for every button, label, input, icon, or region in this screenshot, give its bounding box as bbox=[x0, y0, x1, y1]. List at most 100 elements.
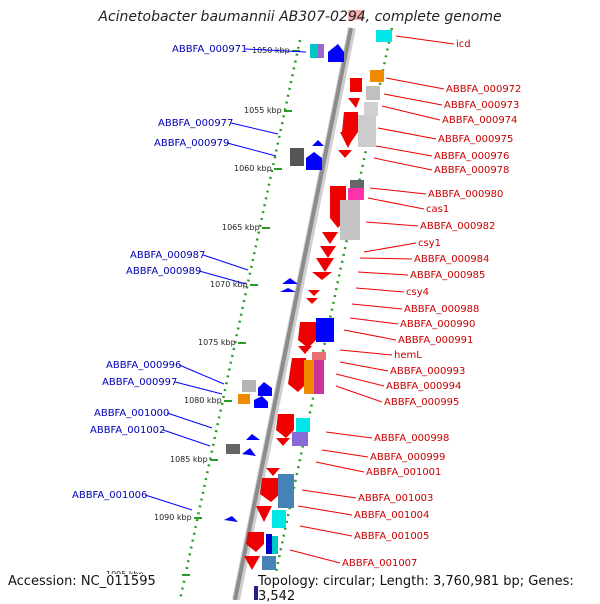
gene-label-reverse[interactable]: ABBFA_001004 bbox=[354, 510, 429, 521]
gene-feature[interactable] bbox=[316, 258, 334, 272]
gene-label-reverse[interactable]: ABBFA_000985 bbox=[410, 270, 485, 281]
gene-label-forward[interactable]: ABBFA_000997 bbox=[102, 377, 177, 388]
gene-feature[interactable] bbox=[280, 288, 296, 292]
gene-feature[interactable] bbox=[298, 322, 316, 348]
leader-line bbox=[339, 349, 393, 356]
gene-feature[interactable] bbox=[366, 86, 380, 100]
gene-feature[interactable] bbox=[370, 70, 384, 82]
gene-label-forward[interactable]: ABBFA_001006 bbox=[72, 490, 147, 501]
gene-feature[interactable] bbox=[266, 534, 272, 554]
gene-label-reverse[interactable]: ABBFA_000973 bbox=[444, 100, 519, 111]
gene-feature[interactable] bbox=[316, 318, 334, 342]
gene-feature[interactable] bbox=[276, 414, 294, 438]
gene-label-reverse[interactable]: ABBFA_000980 bbox=[428, 189, 503, 200]
gene-feature[interactable] bbox=[258, 382, 272, 396]
gene-label-forward[interactable]: ABBFA_001002 bbox=[90, 425, 165, 436]
gene-feature[interactable] bbox=[338, 150, 352, 158]
gene-feature[interactable] bbox=[322, 232, 338, 244]
gene-label-reverse[interactable]: csy4 bbox=[406, 287, 429, 298]
gene-feature[interactable] bbox=[272, 536, 278, 554]
gene-label-reverse[interactable]: ABBFA_000982 bbox=[420, 221, 495, 232]
gene-label-forward[interactable]: ABBFA_001000 bbox=[94, 408, 169, 419]
gene-feature[interactable] bbox=[266, 468, 280, 476]
gene-label-forward[interactable]: ABBFA_000987 bbox=[130, 250, 205, 261]
gene-feature[interactable] bbox=[246, 532, 264, 552]
gene-feature[interactable] bbox=[364, 102, 378, 116]
gene-feature[interactable] bbox=[328, 44, 344, 62]
gene-feature[interactable] bbox=[350, 180, 364, 188]
gene-label-reverse[interactable]: csy1 bbox=[418, 238, 441, 249]
gene-label-reverse[interactable]: ABBFA_001001 bbox=[366, 467, 441, 478]
gene-feature[interactable] bbox=[348, 98, 360, 108]
gene-label-reverse[interactable]: ABBFA_000984 bbox=[414, 254, 489, 265]
gene-label-reverse[interactable]: ABBFA_001007 bbox=[342, 558, 417, 569]
gene-feature[interactable] bbox=[348, 10, 364, 20]
gene-label-reverse[interactable]: ABBFA_000974 bbox=[442, 115, 517, 126]
gene-feature[interactable] bbox=[226, 444, 240, 454]
gene-feature[interactable] bbox=[314, 360, 324, 394]
gene-label-reverse[interactable]: ABBFA_000999 bbox=[370, 452, 445, 463]
gene-feature[interactable] bbox=[290, 148, 304, 166]
gene-feature[interactable] bbox=[242, 448, 256, 456]
gene-feature[interactable] bbox=[376, 30, 392, 42]
gene-feature[interactable] bbox=[306, 298, 318, 304]
gene-label-reverse[interactable]: ABBFA_000991 bbox=[398, 335, 473, 346]
gene-label-reverse[interactable]: ABBFA_000990 bbox=[400, 319, 475, 330]
gene-feature[interactable] bbox=[340, 200, 360, 240]
gene-label-forward[interactable]: ABBFA_000996 bbox=[106, 360, 181, 371]
gene-feature[interactable] bbox=[288, 358, 306, 392]
gene-feature[interactable] bbox=[260, 478, 280, 502]
gene-feature[interactable] bbox=[348, 188, 364, 200]
gene-feature[interactable] bbox=[312, 352, 326, 360]
accession-text: Accession: NC_011595 bbox=[8, 574, 156, 589]
gene-label-forward[interactable]: ABBFA_000971 bbox=[172, 44, 247, 55]
gene-feature[interactable] bbox=[256, 506, 272, 522]
gene-label-reverse[interactable]: ABBFA_000995 bbox=[384, 397, 459, 408]
leader-line bbox=[167, 412, 213, 429]
topology-text: Topology: circular; Length: 3,760,981 bp… bbox=[258, 574, 600, 604]
gene-feature[interactable] bbox=[244, 556, 260, 570]
gene-feature[interactable] bbox=[298, 346, 312, 354]
gene-label-reverse[interactable]: ABBFA_000994 bbox=[386, 381, 461, 392]
gene-label-forward[interactable]: ABBFA_000979 bbox=[154, 138, 229, 149]
gene-label-reverse[interactable]: ABBFA_000976 bbox=[434, 151, 509, 162]
gene-feature[interactable] bbox=[318, 44, 324, 58]
gene-label-reverse[interactable]: ABBFA_000998 bbox=[374, 433, 449, 444]
leader-line bbox=[351, 303, 403, 310]
gene-feature[interactable] bbox=[296, 418, 310, 432]
gene-feature[interactable] bbox=[310, 44, 318, 58]
gene-label-reverse[interactable]: cas1 bbox=[426, 204, 449, 215]
gene-label-forward[interactable]: ABBFA_000989 bbox=[126, 266, 201, 277]
gene-feature[interactable] bbox=[358, 115, 376, 147]
gene-label-reverse[interactable]: ABBFA_000975 bbox=[438, 134, 513, 145]
leader-line bbox=[349, 317, 399, 325]
gene-feature[interactable] bbox=[304, 360, 314, 394]
gene-feature[interactable] bbox=[308, 290, 320, 296]
gene-feature[interactable] bbox=[224, 516, 238, 522]
gene-label-reverse[interactable]: icd bbox=[456, 39, 471, 50]
gene-feature[interactable] bbox=[292, 432, 308, 446]
gene-feature[interactable] bbox=[272, 510, 286, 528]
gene-feature[interactable] bbox=[254, 396, 268, 408]
gene-feature[interactable] bbox=[246, 434, 260, 440]
gene-feature[interactable] bbox=[242, 380, 256, 392]
gene-label-reverse[interactable]: ABBFA_000993 bbox=[390, 366, 465, 377]
gene-feature[interactable] bbox=[312, 272, 332, 280]
gene-feature[interactable] bbox=[320, 246, 336, 258]
gene-feature[interactable] bbox=[282, 278, 298, 284]
gene-feature[interactable] bbox=[312, 140, 324, 146]
gene-feature[interactable] bbox=[306, 152, 322, 170]
gene-label-reverse[interactable]: ABBFA_000978 bbox=[434, 165, 509, 176]
gene-label-reverse[interactable]: hemL bbox=[394, 350, 422, 361]
gene-label-reverse[interactable]: ABBFA_001005 bbox=[354, 531, 429, 542]
gene-feature[interactable] bbox=[262, 556, 276, 570]
gene-feature[interactable] bbox=[350, 78, 362, 92]
gene-feature[interactable] bbox=[278, 474, 294, 508]
gene-label-reverse[interactable]: ABBFA_000972 bbox=[446, 84, 521, 95]
gene-label-reverse[interactable]: ABBFA_001003 bbox=[358, 493, 433, 504]
gene-label-reverse[interactable]: ABBFA_000988 bbox=[404, 304, 479, 315]
gene-feature[interactable] bbox=[276, 438, 290, 446]
gene-label-forward[interactable]: ABBFA_000977 bbox=[158, 118, 233, 129]
gene-feature[interactable] bbox=[238, 394, 250, 404]
gene-feature[interactable] bbox=[340, 132, 356, 148]
